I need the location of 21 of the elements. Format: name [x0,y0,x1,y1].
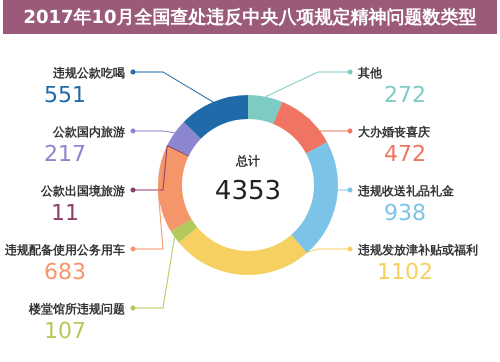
data-label: 107 [44,319,86,344]
slice-label: 违规发放津补贴或福利 [357,243,478,257]
data-label: 938 [384,201,426,226]
text: 4353 [214,176,282,206]
data-label: 1102 [377,260,433,285]
data-label: 472 [384,142,426,167]
data-label: 217 [44,142,86,167]
legend-label: 违规配备使用公务用车 [4,243,125,257]
slice-label: 大办婚丧喜庆 [358,125,430,139]
data-label: 272 [384,83,426,108]
slice-label: 违规收送礼品礼金 [357,184,455,198]
legend-label: 公款出国境旅游 [40,184,125,198]
data-label: 683 [44,260,86,285]
chart-title: 2017年10月全国查处违反中央八项规定精神问题数类型 [23,7,477,28]
text: 总计 [235,154,260,168]
legend-label: 公款国内旅游 [52,125,125,139]
legend-label: 楼堂馆所违规问题 [28,302,125,316]
slice-label: 其他 [357,66,383,80]
legend-label: 违规公款吃喝 [52,66,125,80]
data-label: 11 [51,201,79,226]
data-label: 551 [44,83,86,108]
